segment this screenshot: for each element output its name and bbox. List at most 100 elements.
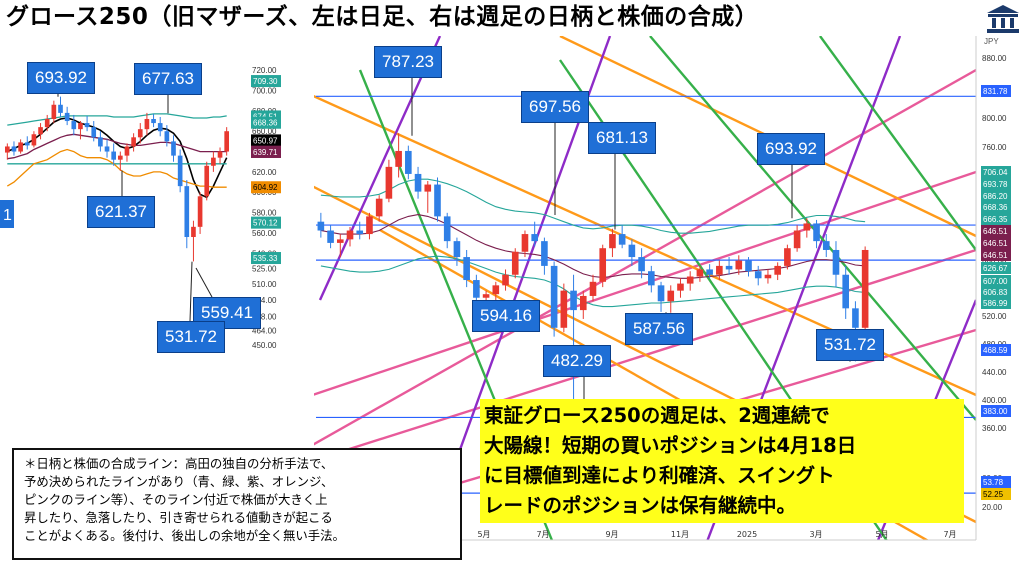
right-candle-body <box>852 308 859 328</box>
left-candle-body <box>197 196 203 227</box>
right-y-tick-label: 360.00 <box>982 424 1007 433</box>
right-axis-badge-text: 646.51 <box>983 227 1008 236</box>
left-candle-body <box>184 186 190 237</box>
left-candle-body <box>64 112 70 122</box>
left-indicator-line <box>6 117 228 199</box>
left-y-tick-label: 450.00 <box>252 341 277 350</box>
x-tick-label: 7月 <box>536 530 549 539</box>
left-axis-badge-text: 535.33 <box>253 254 278 263</box>
right-candle-body <box>405 150 412 174</box>
x-tick-label: 5月 <box>875 530 888 539</box>
right-indicator-line <box>320 255 866 308</box>
left-axis-badge-text: 639.71 <box>253 148 278 157</box>
right-axis-badge <box>981 178 1011 190</box>
x-tick-label: 9月 <box>605 530 618 539</box>
x-tick-label: 7月 <box>943 530 956 539</box>
right-weekly-chart <box>314 36 976 540</box>
left-axis-badge <box>251 145 281 158</box>
right-candle-body <box>550 265 558 328</box>
right-candle-body <box>482 294 490 298</box>
right-candle-body <box>618 234 626 245</box>
callout-right-482-29: 482.29 <box>543 345 611 377</box>
left-indicator-line <box>6 148 227 188</box>
left-candle-body <box>177 155 183 187</box>
left-edge-label-text: 1 <box>3 207 12 224</box>
left-candle-body <box>24 142 30 146</box>
callout-right-531-72: 531.72 <box>816 329 884 361</box>
right-axis-badge-text: 468.59 <box>983 346 1008 355</box>
right-candle-body <box>648 271 655 286</box>
callout-right-587-56: 587.56 <box>625 313 693 345</box>
right-candle-body <box>754 271 762 279</box>
right-axis-badge <box>981 275 1011 287</box>
right-axis-badge-text: 606.83 <box>983 288 1008 297</box>
left-candle-body <box>38 127 43 135</box>
right-axis-badge <box>981 166 1011 178</box>
left-candle-body <box>18 142 23 152</box>
left-candle-body <box>157 123 163 132</box>
left-axis-background <box>240 36 306 448</box>
callout-left-677-63: 677.63 <box>134 63 202 95</box>
right-candle-body <box>317 221 325 231</box>
left-axis-badge-text: 570.12 <box>253 219 278 228</box>
right-y-tick-label: 440.00 <box>982 368 1007 377</box>
right-candle-body <box>628 244 636 258</box>
left-edge-label: 1 <box>0 200 14 228</box>
right-axis-badge-text: 53.78 <box>983 478 1004 487</box>
left-candle-body <box>137 129 143 138</box>
left-y-tick-label: 700.00 <box>252 87 277 96</box>
right-candle-body <box>570 290 577 311</box>
right-axis-badge <box>981 488 1011 500</box>
right-candle-body <box>696 269 704 277</box>
left-y-tick-label: 464.00 <box>252 327 277 336</box>
right-candle-body <box>745 260 752 272</box>
left-y-tick-label: 494.00 <box>252 296 277 305</box>
right-candle-body <box>375 198 383 217</box>
right-axis-badge-text: 626.67 <box>983 264 1008 273</box>
left-candle-body <box>31 134 37 146</box>
right-candle-body <box>735 260 743 270</box>
right-candle-body <box>725 265 733 270</box>
right-axis-badge <box>981 297 1011 309</box>
right-candle-body <box>356 230 364 235</box>
right-candle-body <box>366 216 373 235</box>
callout-right-697-56: 697.56 <box>521 91 589 123</box>
left-candle-body <box>104 146 110 152</box>
right-candle-body <box>667 290 675 302</box>
left-candle-body <box>151 119 156 124</box>
right-candle-body <box>803 223 811 231</box>
x-tick-label: 5月 <box>477 530 490 539</box>
left-candle-body <box>211 157 216 166</box>
right-candle-body <box>414 173 422 192</box>
left-candle-body <box>4 146 10 153</box>
right-candle-body <box>579 295 587 311</box>
right-candle-body <box>560 290 568 328</box>
right-diagonal-line <box>649 36 976 421</box>
right-axis-badge <box>981 237 1011 249</box>
left-candle-body <box>84 123 90 128</box>
right-axis-badge <box>981 344 1011 356</box>
callout-left-693-92: 693.92 <box>27 62 95 94</box>
right-axis-badge-text: 831.78 <box>983 87 1008 96</box>
left-candle-body <box>164 131 170 142</box>
right-axis-badge-text: 646.51 <box>983 239 1008 248</box>
left-candle-body <box>217 151 223 158</box>
right-axis-badge-text: 706.04 <box>983 168 1008 177</box>
right-candle-body <box>443 216 451 242</box>
x-tick-label: 2025 <box>737 530 757 539</box>
left-indicator-line <box>7 113 227 126</box>
left-axis-badge-text: 709.30 <box>253 77 278 86</box>
right-candle-body <box>813 223 820 242</box>
callout-right-681-13: 681.13 <box>588 122 656 154</box>
left-y-tick-label: 660.00 <box>252 127 277 136</box>
right-candle-body <box>473 280 480 298</box>
right-candle-body <box>385 166 393 199</box>
right-candle-body <box>774 265 781 275</box>
right-candle-body <box>677 283 684 291</box>
right-candle-body <box>346 230 354 240</box>
highlight-comment: 東証グロース250の週足は、2週連続で 大陽線！短期の買いポジションは4月18日… <box>480 399 964 523</box>
left-axis-badge <box>251 216 281 229</box>
right-axis-badge-text: 666.35 <box>983 215 1008 224</box>
right-candle-body <box>453 241 461 258</box>
right-candle-body <box>861 249 869 328</box>
